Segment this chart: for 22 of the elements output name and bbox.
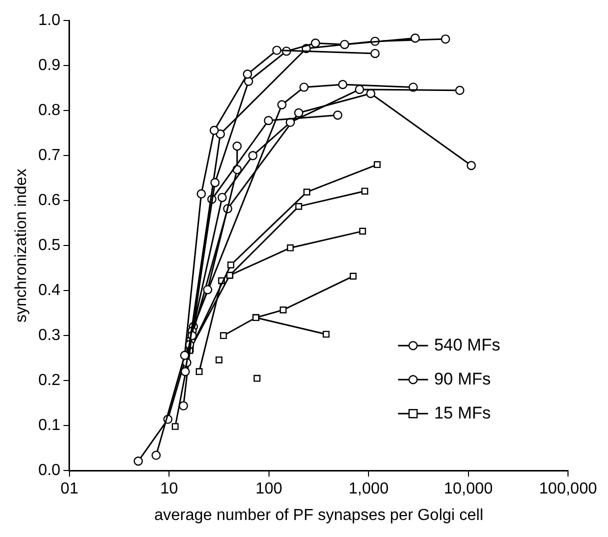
x-tick-label: 100 xyxy=(256,480,282,498)
y-tick-label: 0.6 xyxy=(38,192,61,210)
y-tick-label: 0.2 xyxy=(38,372,61,390)
legend-label: 15 MFs xyxy=(434,403,491,422)
y-tick-label: 0.0 xyxy=(38,462,61,480)
y-tick-label: 0.5 xyxy=(38,237,61,254)
legend-label: 90 MFs xyxy=(434,369,491,388)
y-tick-label: 1.0 xyxy=(38,12,61,30)
y-tick-label: 0.1 xyxy=(38,417,61,434)
y-tick-label: 0.3 xyxy=(38,327,61,344)
x-tick-label: 01 xyxy=(60,480,78,498)
x-tick-label: 10 xyxy=(160,480,178,498)
x-tick-label: 1,000 xyxy=(348,480,389,498)
y-tick-label: 0.7 xyxy=(38,147,61,164)
x-tick-label: 100,000 xyxy=(539,480,598,498)
x-axis-title: average number of PF synapses per Golgi cell xyxy=(154,506,484,524)
y-axis-title: synchronization index xyxy=(13,168,30,323)
y-tick-label: 0.8 xyxy=(38,102,61,120)
y-tick-label: 0.4 xyxy=(38,282,61,300)
x-tick-label: 10,000 xyxy=(444,480,493,498)
y-tick-label: 0.9 xyxy=(38,57,61,74)
legend-label: 540 MFs xyxy=(434,335,500,354)
